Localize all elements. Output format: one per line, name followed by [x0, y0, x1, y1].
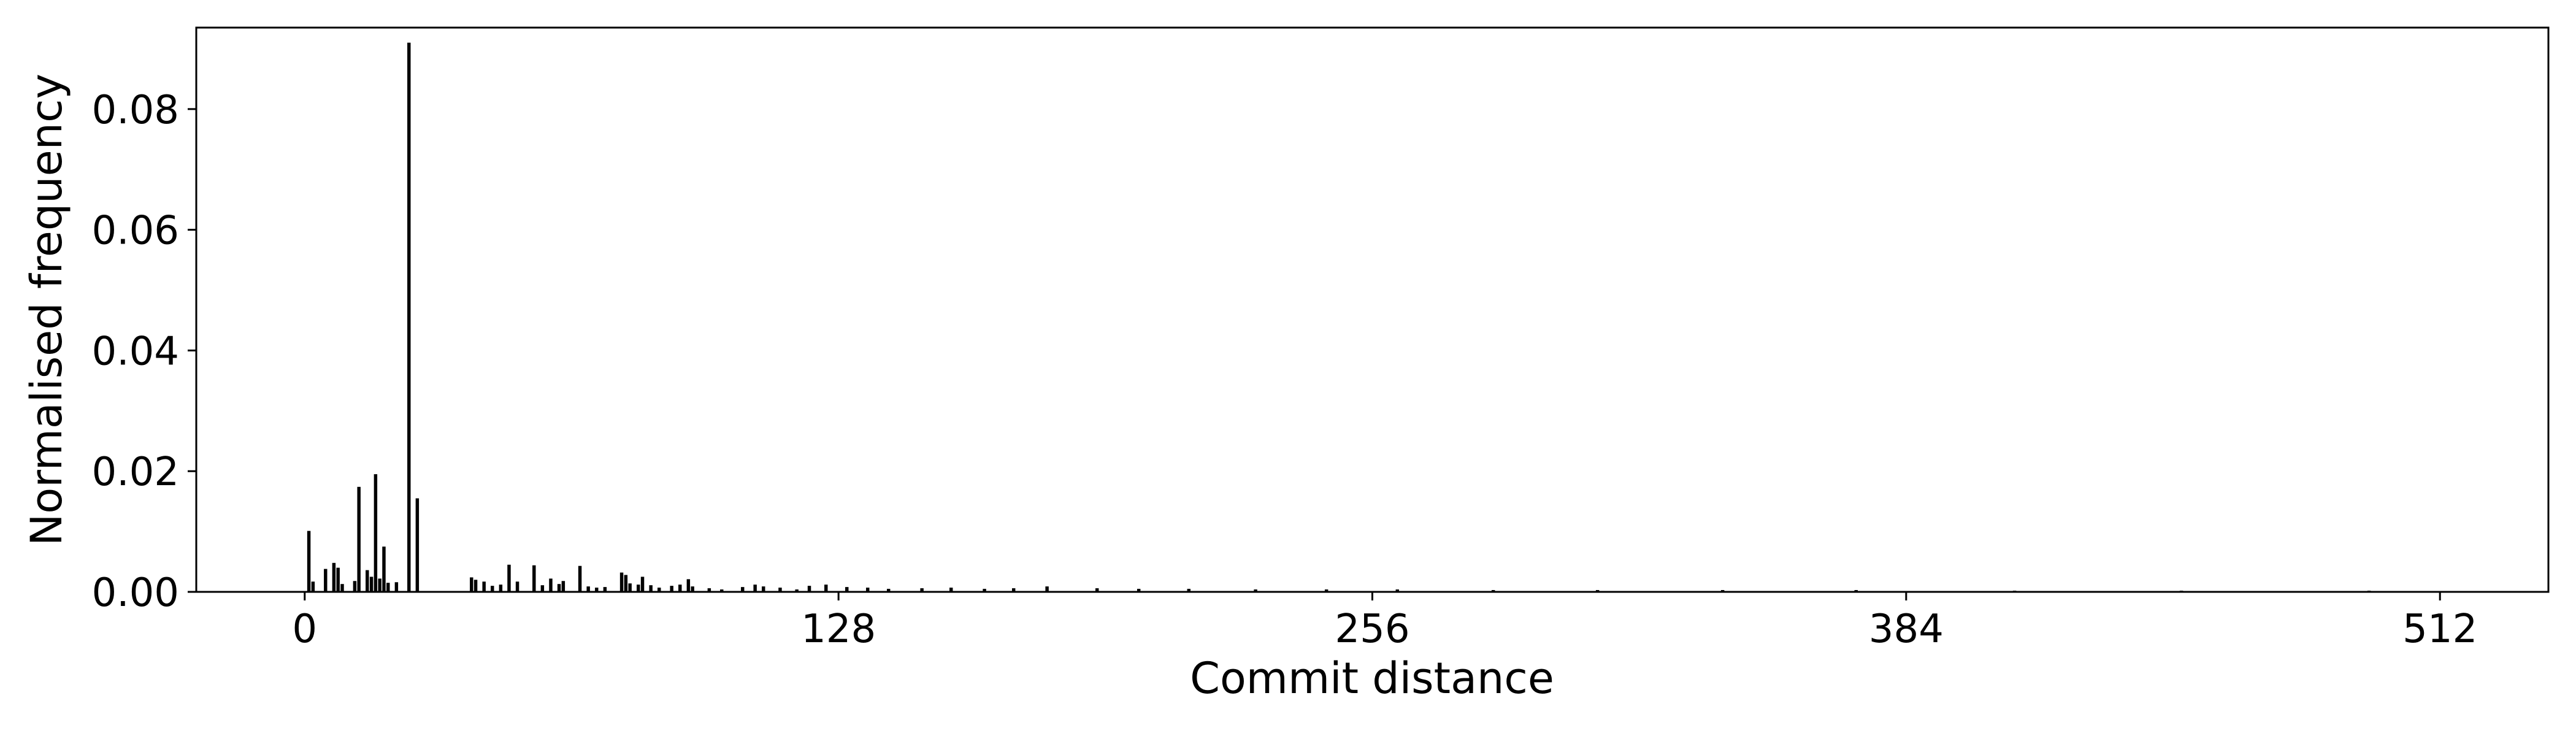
- bar: [949, 588, 953, 592]
- bar: [807, 586, 811, 592]
- bar: [386, 583, 390, 592]
- bar: [540, 585, 545, 592]
- bar: [720, 589, 724, 592]
- bar: [762, 586, 765, 592]
- y-tick-label: 0.00: [92, 570, 180, 616]
- bar: [624, 575, 628, 592]
- bar: [473, 580, 478, 592]
- y-axis-ticks: 0.00 0.02 0.04 0.06 0.08: [92, 88, 196, 616]
- y-axis-title: Normalised frequency: [21, 74, 72, 546]
- y-tick-label: 0.02: [92, 450, 180, 495]
- y-tick-label: 0.04: [92, 329, 180, 374]
- bar: [482, 581, 486, 592]
- bar: [1045, 586, 1049, 592]
- bar: [532, 565, 536, 592]
- x-tick-label: 256: [1335, 607, 1409, 652]
- bar: [1095, 588, 1099, 592]
- x-tick-label: 512: [2402, 607, 2477, 652]
- x-tick-label: 0: [292, 607, 317, 652]
- bar: [707, 588, 711, 592]
- bar: [1395, 589, 1400, 592]
- y-tick-label: 0.08: [92, 88, 180, 133]
- bar: [920, 588, 924, 592]
- y-tick-label: 0.06: [92, 209, 180, 254]
- bar: [887, 589, 891, 592]
- bar: [353, 581, 357, 592]
- bar: [369, 577, 374, 592]
- bar: [324, 569, 328, 592]
- bar: [561, 581, 565, 592]
- bar: [515, 581, 519, 592]
- x-axis-title: Commit distance: [1190, 653, 1554, 703]
- bar: [628, 583, 632, 592]
- bar: [866, 588, 870, 592]
- bar: [778, 588, 782, 592]
- bar: [366, 570, 369, 592]
- bar: [557, 584, 561, 592]
- bar: [586, 586, 590, 592]
- bar: [378, 578, 381, 592]
- bar: [491, 586, 494, 592]
- bar: [507, 564, 511, 592]
- bar: [357, 486, 361, 592]
- x-tick-label: 128: [801, 607, 876, 652]
- bar: [470, 577, 473, 592]
- bar: [741, 587, 745, 592]
- bar: [678, 585, 682, 592]
- x-axis-ticks: 0 128 256 384 512: [292, 592, 2477, 652]
- bar: [1187, 589, 1191, 592]
- bar: [407, 42, 411, 592]
- bar: [640, 577, 645, 592]
- x-tick-label: 384: [1869, 607, 1944, 652]
- bar: [824, 585, 828, 592]
- bar: [578, 565, 582, 592]
- bar: [619, 572, 624, 592]
- bar-series: [307, 42, 2371, 592]
- bar: [845, 587, 849, 592]
- bar: [691, 586, 694, 592]
- bar: [499, 585, 503, 592]
- bar: [1137, 589, 1141, 592]
- bar: [1324, 589, 1328, 592]
- bar: [686, 579, 691, 592]
- bar: [336, 567, 340, 592]
- bar: [657, 588, 661, 592]
- bar: [415, 498, 420, 592]
- bar: [649, 585, 653, 592]
- bar: [311, 581, 315, 592]
- bar: [332, 562, 336, 592]
- bar: [382, 546, 386, 592]
- bar: [670, 586, 673, 592]
- bar: [795, 589, 799, 592]
- bar: [637, 585, 640, 592]
- bar: [340, 584, 344, 592]
- bar: [394, 582, 399, 592]
- bar: [1012, 588, 1016, 592]
- bar: [549, 578, 553, 592]
- bar: [307, 531, 311, 592]
- bar: [595, 588, 599, 592]
- bar: [983, 589, 986, 592]
- bar: [374, 474, 378, 592]
- bar: [753, 585, 757, 592]
- bar: [603, 587, 607, 592]
- plot-frame: [195, 26, 2550, 593]
- bar: [1254, 589, 1257, 592]
